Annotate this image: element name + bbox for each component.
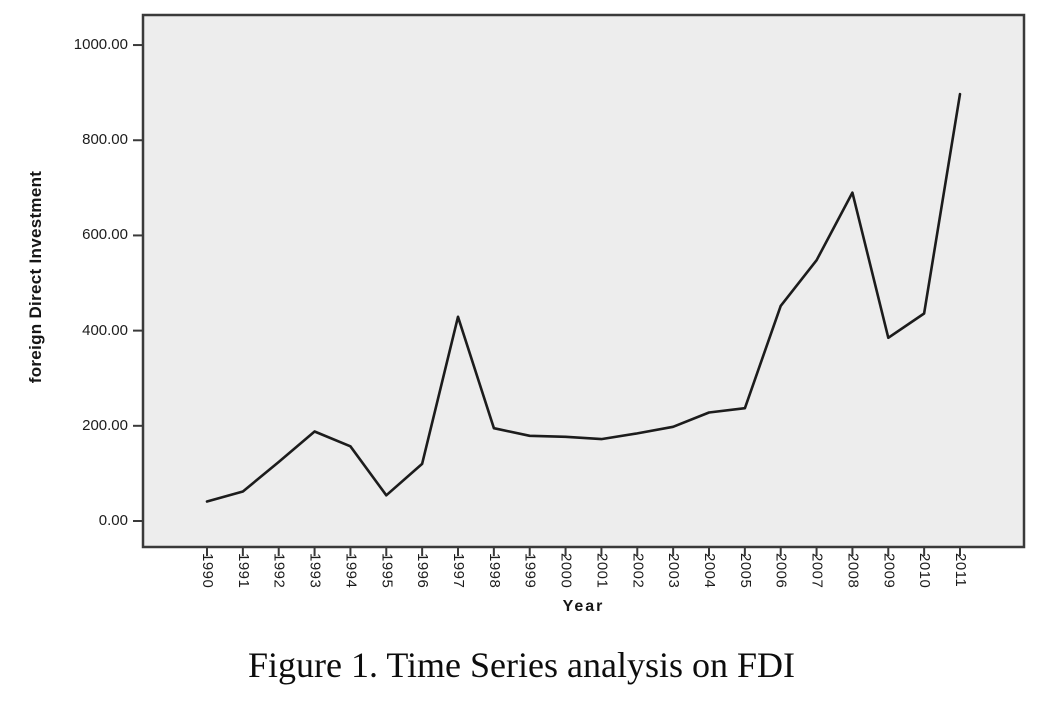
x-tick-label: 1990 [199, 553, 216, 589]
x-tick-label: 1995 [378, 553, 396, 589]
x-tick-label: 2004 [700, 553, 718, 589]
y-tick-label: 0.00 [98, 512, 128, 529]
figure-caption: Figure 1. Time Series analysis on FDI [247, 645, 795, 685]
x-tick-label: 2009 [880, 553, 898, 589]
x-axis-title: Year [562, 598, 605, 615]
x-tick-label: 2008 [844, 553, 862, 589]
x-tick-label: 2006 [772, 553, 790, 589]
y-tick-label: 200.00 [82, 416, 128, 434]
x-tick-label: 1996 [414, 553, 432, 589]
x-tick-label: 1997 [449, 553, 467, 589]
x-tick-label: 2005 [736, 553, 754, 589]
x-tick-label: 2003 [665, 553, 683, 589]
y-tick-label: 600.00 [82, 226, 128, 244]
x-tick-label: 1993 [306, 553, 324, 589]
x-tick-label: 1992 [270, 553, 288, 589]
x-tick-label: 1994 [342, 553, 360, 589]
plot-area [141, 13, 1026, 549]
x-tick-label: 1991 [234, 553, 252, 589]
x-tick-label: 1999 [521, 553, 539, 589]
x-tick-label: 2001 [593, 553, 611, 589]
x-tick-label: 2002 [629, 553, 647, 589]
y-axis-title: foreign Direct Investment [26, 170, 45, 384]
x-tick-label: 2010 [916, 553, 934, 589]
y-tick-label: 800.00 [82, 131, 128, 149]
x-tick-label: 2011 [951, 553, 969, 588]
fdi-series-line [205, 92, 962, 503]
y-tick-label: 400.00 [82, 321, 128, 339]
x-tick-label: 1998 [485, 553, 503, 589]
x-tick-label: 2007 [808, 553, 826, 589]
y-tick-label: 1000.00 [73, 36, 128, 54]
x-tick-label: 2000 [557, 553, 575, 589]
